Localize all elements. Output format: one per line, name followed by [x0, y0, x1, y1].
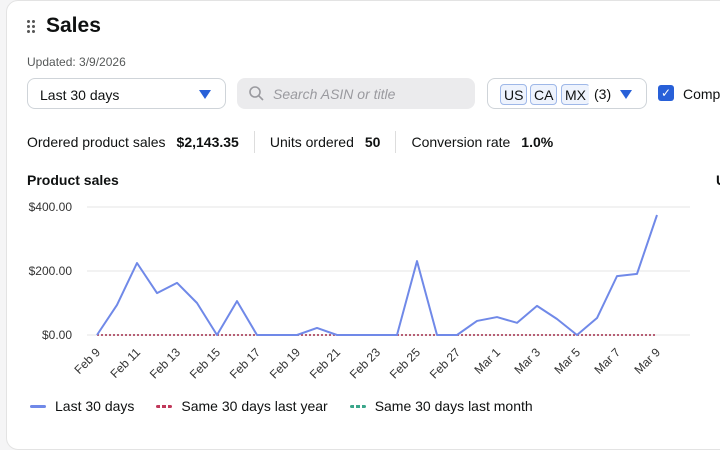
x-tick-label: Feb 23 — [347, 345, 384, 382]
metrics-row: Ordered product sales $2,143.35 Units ord… — [27, 131, 553, 153]
metric-label: Units ordered — [269, 134, 354, 150]
metric-value: $2,143.35 — [176, 134, 239, 150]
x-tick-label: Mar 1 — [472, 345, 504, 377]
search-icon — [249, 86, 264, 101]
x-tick-label: Feb 25 — [387, 345, 424, 382]
legend-swatch — [156, 404, 173, 408]
x-tick-label: Feb 21 — [307, 345, 344, 382]
x-tick-label: Feb 19 — [267, 345, 304, 382]
legend-label: Same 30 days last year — [181, 398, 328, 414]
updated-date: Updated: 3/9/2026 — [27, 55, 126, 69]
market-chip-ca[interactable]: CA — [530, 84, 558, 105]
y-tick-label: $200.00 — [29, 264, 73, 278]
x-tick-label: Feb 17 — [227, 345, 264, 382]
divider — [395, 131, 397, 153]
market-chip-mx[interactable]: MX — [561, 84, 590, 105]
series-line-last-30-days — [96, 214, 658, 336]
y-tick-label: $0.00 — [42, 328, 72, 342]
x-tick-label: Mar 5 — [552, 345, 584, 377]
compare-checkbox[interactable]: ✓ — [658, 85, 674, 101]
legend-item-last-month[interactable]: Same 30 days last month — [349, 398, 533, 414]
caret-down-icon — [199, 90, 211, 99]
y-tick-label: $400.00 — [29, 200, 73, 214]
legend-item-last-year[interactable]: Same 30 days last year — [156, 398, 328, 414]
search-placeholder: Search ASIN or title — [273, 86, 396, 102]
x-tick-label: Mar 3 — [512, 345, 544, 377]
metric-label: Ordered product sales — [27, 134, 166, 150]
widget-title: Sales — [46, 14, 101, 37]
date-range-value: Last 30 days — [40, 87, 120, 103]
x-tick-label: Mar 7 — [592, 345, 624, 377]
caret-down-icon — [620, 90, 632, 99]
legend-swatch — [30, 404, 46, 408]
x-tick-label: Feb 11 — [107, 345, 143, 381]
legend-label: Last 30 days — [55, 398, 135, 414]
legend-item-last-30-days[interactable]: Last 30 days — [30, 398, 134, 414]
legend-swatch — [349, 404, 366, 408]
divider — [253, 131, 255, 153]
marketplace-select[interactable]: US CA MX (3) — [487, 78, 647, 109]
x-tick-label: Feb 9 — [72, 345, 104, 377]
market-chip-us[interactable]: US — [500, 84, 528, 105]
date-range-select[interactable]: Last 30 days — [27, 78, 226, 109]
legend-label: Same 30 days last month — [374, 398, 533, 414]
compare-label: Comp — [683, 86, 720, 102]
x-tick-label: Mar 9 — [632, 345, 664, 377]
metric-value: 50 — [364, 134, 381, 150]
search-input[interactable]: Search ASIN or title — [237, 78, 475, 109]
next-chart-title: U — [716, 172, 720, 188]
metric-label: Conversion rate — [411, 134, 511, 150]
sales-card — [6, 0, 720, 450]
drag-handle-icon[interactable] — [27, 20, 35, 34]
chart-legend: Last 30 days Same 30 days last year Same… — [30, 398, 555, 414]
x-tick-label: Feb 13 — [147, 345, 184, 382]
chart-title: Product sales — [27, 172, 119, 188]
metric-value: 1.0% — [521, 134, 554, 150]
x-tick-label: Feb 27 — [427, 345, 464, 382]
market-count: (3) — [594, 86, 612, 102]
x-tick-label: Feb 15 — [187, 345, 224, 382]
